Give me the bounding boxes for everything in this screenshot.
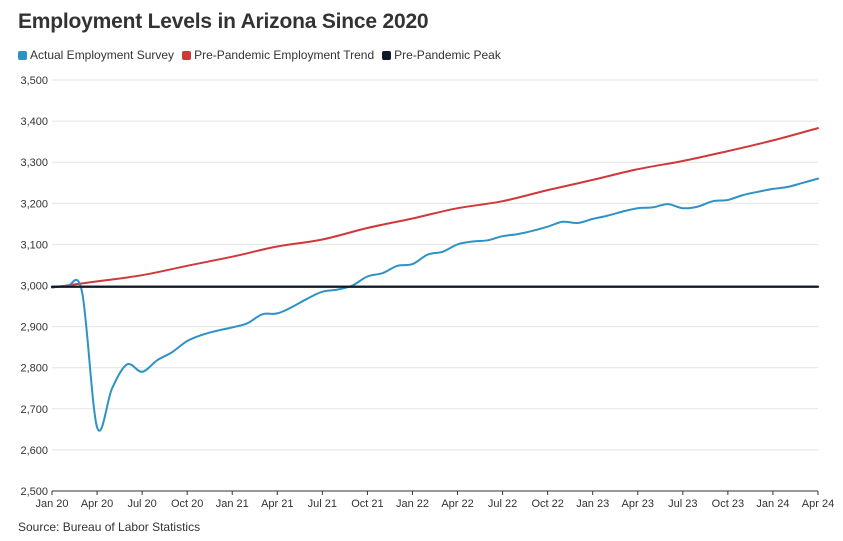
grid-lines	[52, 79, 818, 492]
legend-swatch	[382, 50, 392, 60]
x-axis-ticks: Jan 20 Apr 20 Jul 20 Oct 20 Jan 21 Apr 21 Jul …	[35, 491, 834, 510]
y-tick-label: 2,600	[20, 445, 48, 457]
y-tick-label: 2,700	[20, 404, 48, 416]
x-tick-label: Apr 24	[802, 498, 834, 510]
x-tick-label: Oct 23	[712, 498, 744, 510]
series-lines	[50, 127, 820, 432]
y-tick-label: 2,500	[20, 486, 48, 498]
x-tick-label: Apr 20	[81, 498, 113, 510]
legend-swatch	[18, 50, 27, 60]
legend-item: Pre-Pandemic Peak	[382, 48, 501, 62]
x-tick-label: Jul 20	[127, 498, 156, 510]
legend-label: Pre-Pandemic Peak	[394, 48, 501, 62]
y-tick-label: 2,800	[20, 363, 48, 375]
x-tick-label: Apr 21	[261, 498, 293, 510]
y-tick-label: 3,500	[20, 75, 48, 87]
x-tick-label: Apr 22	[441, 498, 473, 510]
legend-label: Actual Employment Survey	[30, 48, 175, 62]
series-line-actual-employment-survey	[51, 177, 819, 432]
series-line-pre-pandemic-employment-trend	[51, 127, 819, 289]
y-tick-label: 3,100	[20, 239, 48, 251]
x-tick-label: Oct 21	[351, 498, 383, 510]
x-tick-label: Jan 21	[216, 498, 249, 510]
y-tick-label: 3,400	[20, 116, 48, 128]
y-tick-label: 3,300	[20, 157, 48, 169]
x-tick-label: Oct 20	[171, 498, 203, 510]
chart-legend: Actual Employment Survey Pre-Pandemic Emp…	[18, 48, 501, 62]
y-axis-ticks: 2,500 2,600 2,700 2,800 2,900 3,000 3,100 3,200…	[20, 75, 48, 498]
x-tick-label: Jul 22	[488, 498, 517, 510]
legend-item: Actual Employment Survey	[18, 48, 174, 62]
legend-label: Pre-Pandemic Employment Trend	[194, 48, 375, 62]
legend-swatch	[182, 50, 192, 60]
x-tick-label: Jan 22	[396, 498, 429, 510]
x-tick-label: Jan 24	[756, 498, 789, 510]
x-tick-label: Jan 20	[35, 498, 68, 510]
x-tick-label: Oct 22	[531, 498, 563, 510]
x-tick-label: Jul 23	[668, 498, 697, 510]
source-note: Source: Bureau of Labor Statistics	[18, 520, 201, 534]
x-tick-label: Jan 23	[576, 498, 609, 510]
y-tick-label: 3,200	[20, 198, 48, 210]
y-tick-label: 3,000	[20, 281, 48, 293]
x-tick-label: Apr 23	[622, 498, 654, 510]
chart-title: Employment Levels in Arizona Since 2020	[18, 10, 429, 33]
x-tick-label: Jul 21	[308, 498, 337, 510]
y-tick-label: 2,900	[20, 322, 48, 334]
legend-item: Pre-Pandemic Employment Trend	[182, 48, 374, 62]
